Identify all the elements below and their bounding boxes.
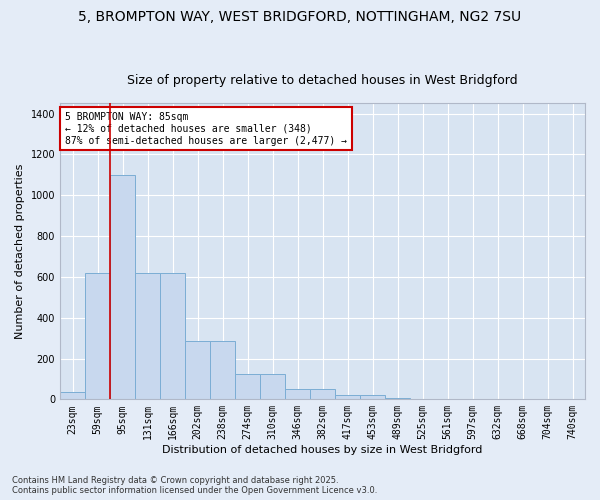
Bar — [160, 273, 185, 400]
Bar — [185, 341, 210, 400]
Y-axis label: Number of detached properties: Number of detached properties — [15, 164, 25, 339]
Bar — [60, 392, 85, 400]
Bar — [235, 374, 260, 400]
Bar — [385, 398, 410, 400]
Title: Size of property relative to detached houses in West Bridgford: Size of property relative to detached ho… — [127, 74, 518, 87]
Bar — [335, 396, 360, 400]
Bar — [210, 341, 235, 400]
Text: Contains HM Land Registry data © Crown copyright and database right 2025.
Contai: Contains HM Land Registry data © Crown c… — [12, 476, 377, 495]
Bar — [85, 273, 110, 400]
Bar — [110, 175, 135, 400]
Bar — [360, 396, 385, 400]
Bar — [310, 389, 335, 400]
Bar — [285, 389, 310, 400]
Text: 5 BROMPTON WAY: 85sqm
← 12% of detached houses are smaller (348)
87% of semi-det: 5 BROMPTON WAY: 85sqm ← 12% of detached … — [65, 112, 347, 146]
Text: 5, BROMPTON WAY, WEST BRIDGFORD, NOTTINGHAM, NG2 7SU: 5, BROMPTON WAY, WEST BRIDGFORD, NOTTING… — [79, 10, 521, 24]
Bar — [260, 374, 285, 400]
X-axis label: Distribution of detached houses by size in West Bridgford: Distribution of detached houses by size … — [163, 445, 483, 455]
Bar — [135, 273, 160, 400]
